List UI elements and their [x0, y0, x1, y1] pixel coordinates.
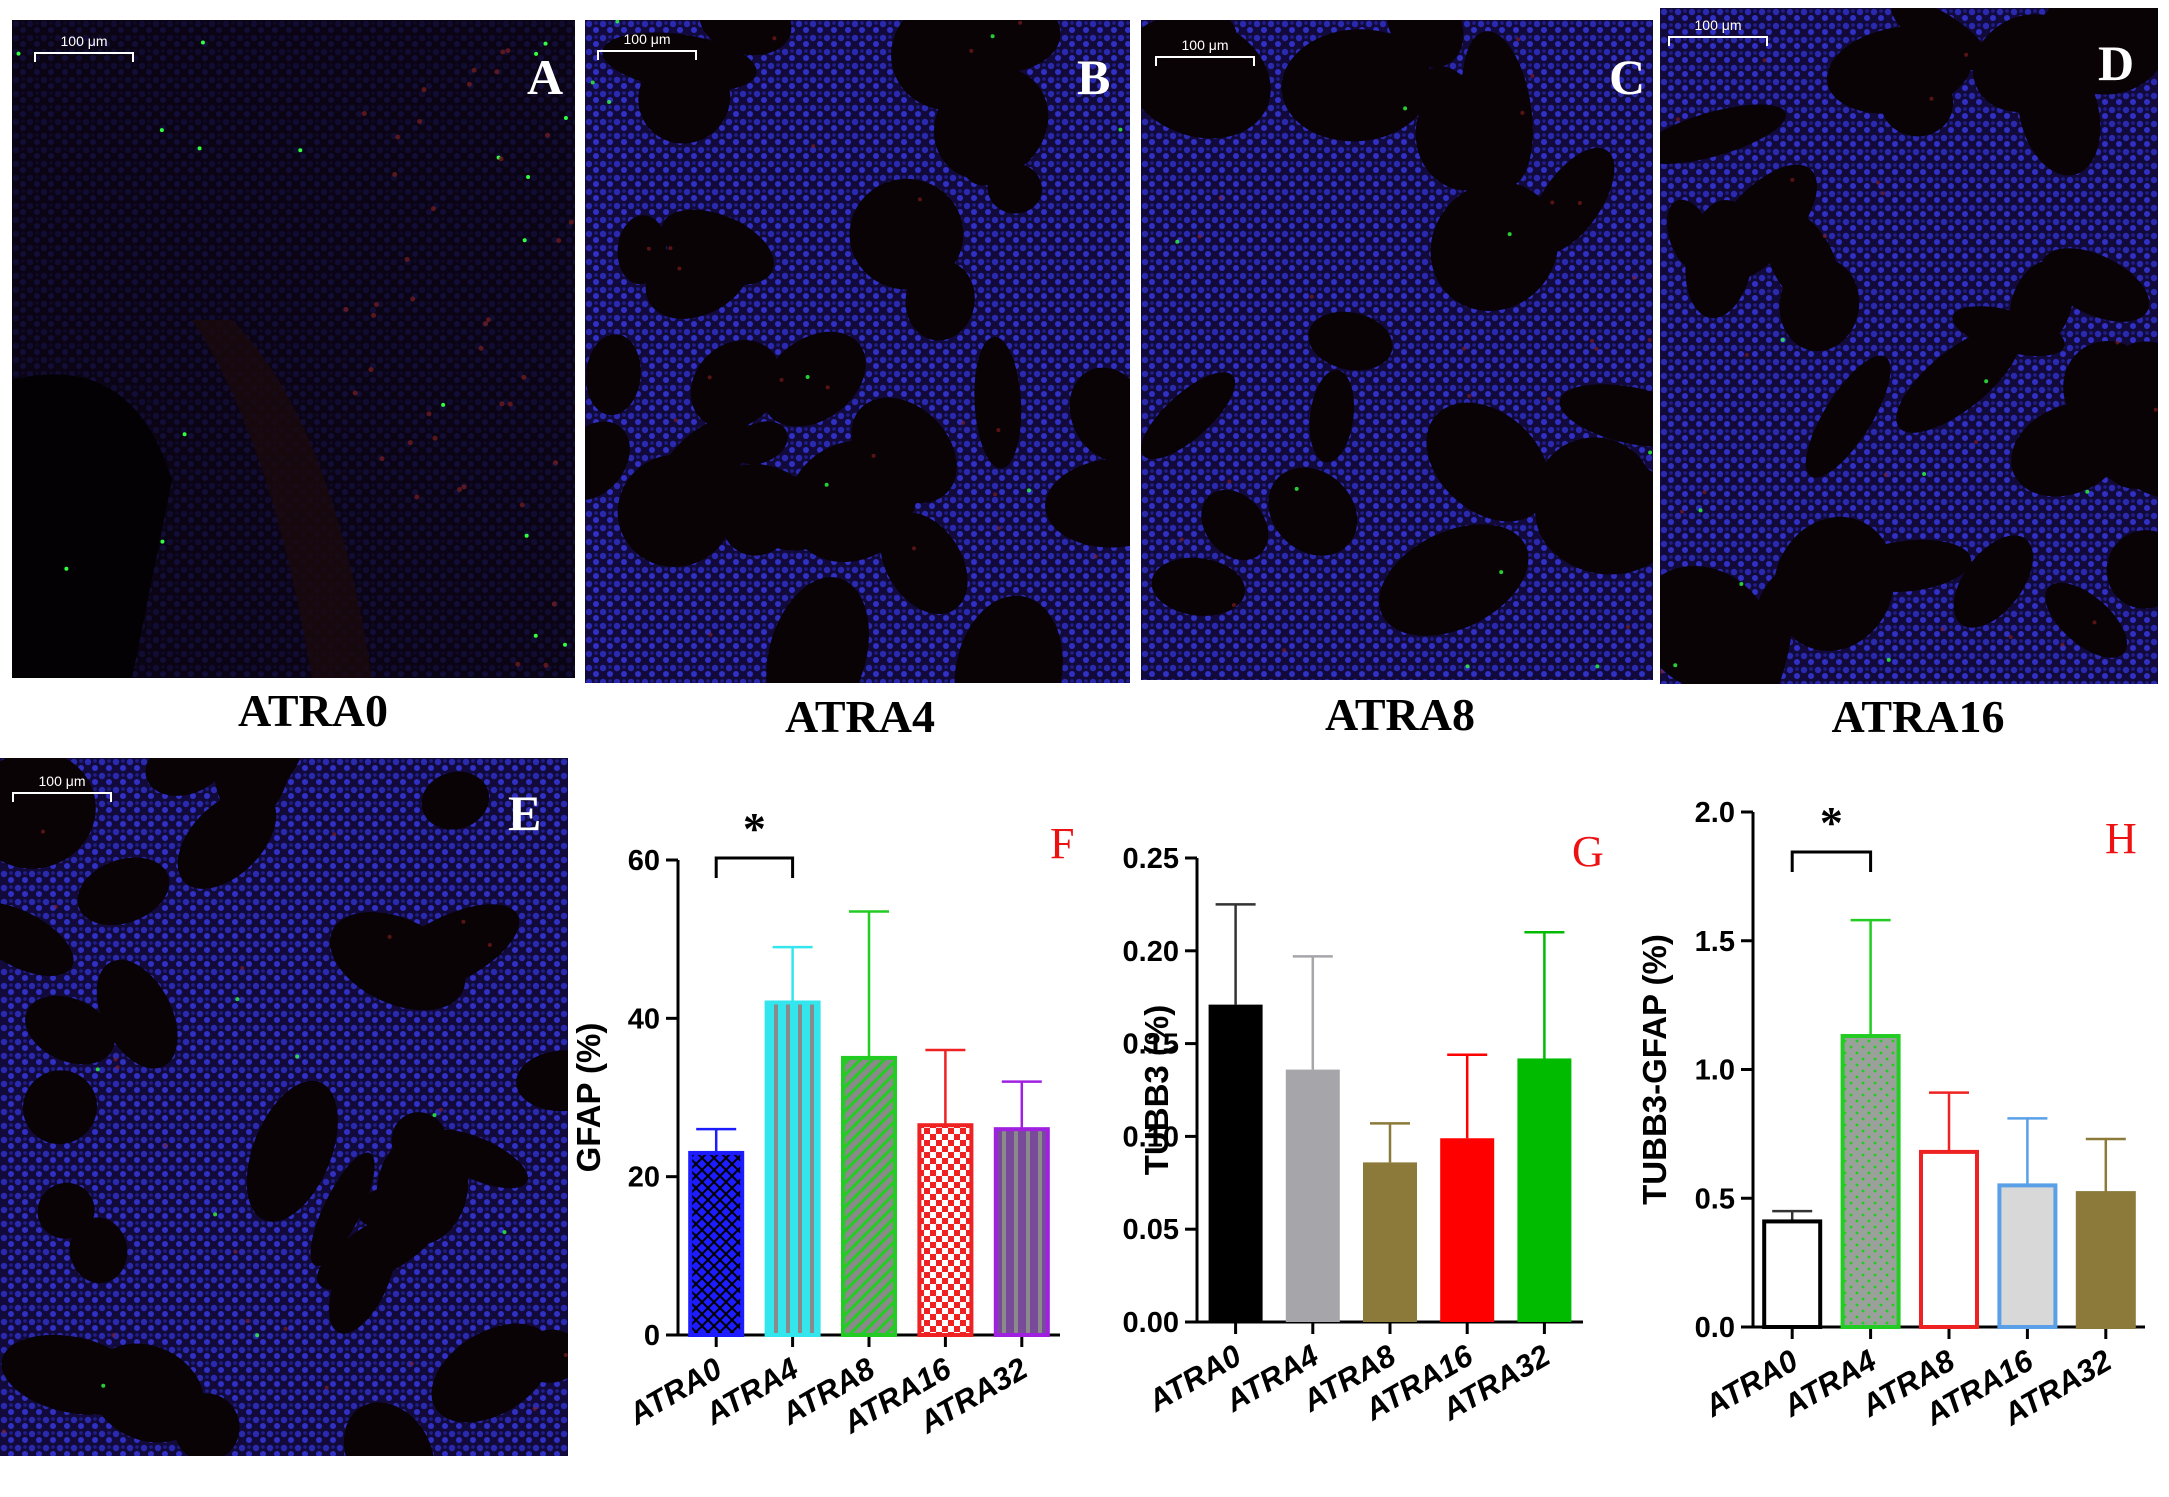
- panel-letter-g: G: [1572, 827, 1604, 876]
- micrograph-image-e: [0, 758, 568, 1456]
- y-tick-label: 20: [628, 1162, 660, 1194]
- panel-letter-b: B: [1077, 49, 1111, 105]
- panel-letter-a: A: [527, 49, 564, 105]
- micrograph-panel-a: 100 μm A: [12, 20, 575, 678]
- y-tick-label: 2.0: [1695, 797, 1735, 829]
- caption-atra8: ATRA8: [1325, 689, 1475, 740]
- micrograph-image-a: [12, 20, 575, 678]
- panel-letter-f: F: [1050, 819, 1074, 868]
- y-tick-label: 1.0: [1695, 1055, 1735, 1087]
- significance-star: *: [743, 803, 766, 854]
- panel-letter-d: D: [2098, 35, 2135, 91]
- bar-atra16: [1997, 1183, 2058, 1329]
- caption-atra16: ATRA16: [1831, 691, 2005, 742]
- scale-label-d: 100 μm: [1694, 17, 1742, 33]
- micrograph-panel-b: 100 μm B: [585, 20, 1130, 683]
- bar-atra8: [1919, 1149, 1979, 1330]
- y-tick-label: 60: [628, 845, 660, 877]
- significance-bracket: [714, 856, 795, 878]
- micrograph-image-c: [1141, 20, 1653, 680]
- y-axis-label: TUBB3-GFAP (%): [1636, 934, 1673, 1205]
- y-tick-label: 0.05: [1123, 1214, 1179, 1246]
- micrograph-image-d: [1660, 8, 2158, 684]
- bar-atra4: [1840, 1034, 1901, 1330]
- bar-atra8: [1363, 1162, 1417, 1322]
- bar-atra32: [2075, 1191, 2136, 1329]
- micrograph-panel-c: 100 μm C: [1141, 20, 1653, 680]
- y-tick-label: 0.5: [1695, 1183, 1735, 1215]
- scale-line-d: [1668, 36, 1768, 46]
- scale-line-c: [1155, 56, 1255, 66]
- y-axis-label: TUBB3 (%): [1138, 1005, 1175, 1176]
- micrograph-panel-d: 100 μm D: [1660, 8, 2158, 684]
- micrograph-panel-e: 100 μm E: [0, 758, 568, 1456]
- micrograph-image-b: [585, 20, 1130, 683]
- y-axis-label: GFAP (%): [570, 1023, 607, 1173]
- bar-atra32: [1517, 1058, 1572, 1322]
- y-tick-label: 0.15: [1123, 1029, 1179, 1061]
- caption-atra4: ATRA4: [785, 691, 935, 742]
- bar-atra0: [688, 1150, 745, 1337]
- scale-label-a: 100 μm: [60, 33, 108, 49]
- scale-label-e: 100 μm: [38, 773, 86, 789]
- panel-letter-h: H: [2105, 814, 2137, 863]
- bar-atra32: [993, 1127, 1050, 1337]
- bar-atra8: [841, 1055, 897, 1337]
- y-tick-label: 0.0: [1695, 1312, 1735, 1344]
- scale-line-b: [597, 50, 697, 60]
- caption-atra0: ATRA0: [238, 685, 388, 736]
- y-tick-label: 0.20: [1123, 936, 1179, 968]
- scale-label-b: 100 μm: [623, 31, 671, 47]
- panel-letter-c: C: [1609, 49, 1646, 105]
- bar-atra4: [1285, 1069, 1340, 1322]
- y-tick-label: 0.25: [1123, 843, 1179, 875]
- bar-atra0: [1762, 1219, 1823, 1330]
- y-tick-label: 0: [644, 1320, 660, 1352]
- y-tick-label: 40: [628, 1003, 660, 1035]
- y-tick-label: 1.5: [1695, 926, 1735, 958]
- scale-line-a: [34, 52, 134, 62]
- bar-atra4: [764, 1000, 821, 1337]
- significance-star: *: [1820, 797, 1843, 848]
- significance-bracket: [1790, 850, 1873, 872]
- scale-line-e: [12, 792, 112, 802]
- y-tick-label: 0.00: [1123, 1307, 1179, 1339]
- y-tick-label: 0.10: [1123, 1121, 1179, 1153]
- scale-label-c: 100 μm: [1181, 37, 1229, 53]
- bar-atra0: [1208, 1004, 1263, 1322]
- bar-atra16: [1440, 1138, 1495, 1322]
- panel-letter-e: E: [508, 785, 542, 841]
- bar-atra16: [917, 1123, 974, 1338]
